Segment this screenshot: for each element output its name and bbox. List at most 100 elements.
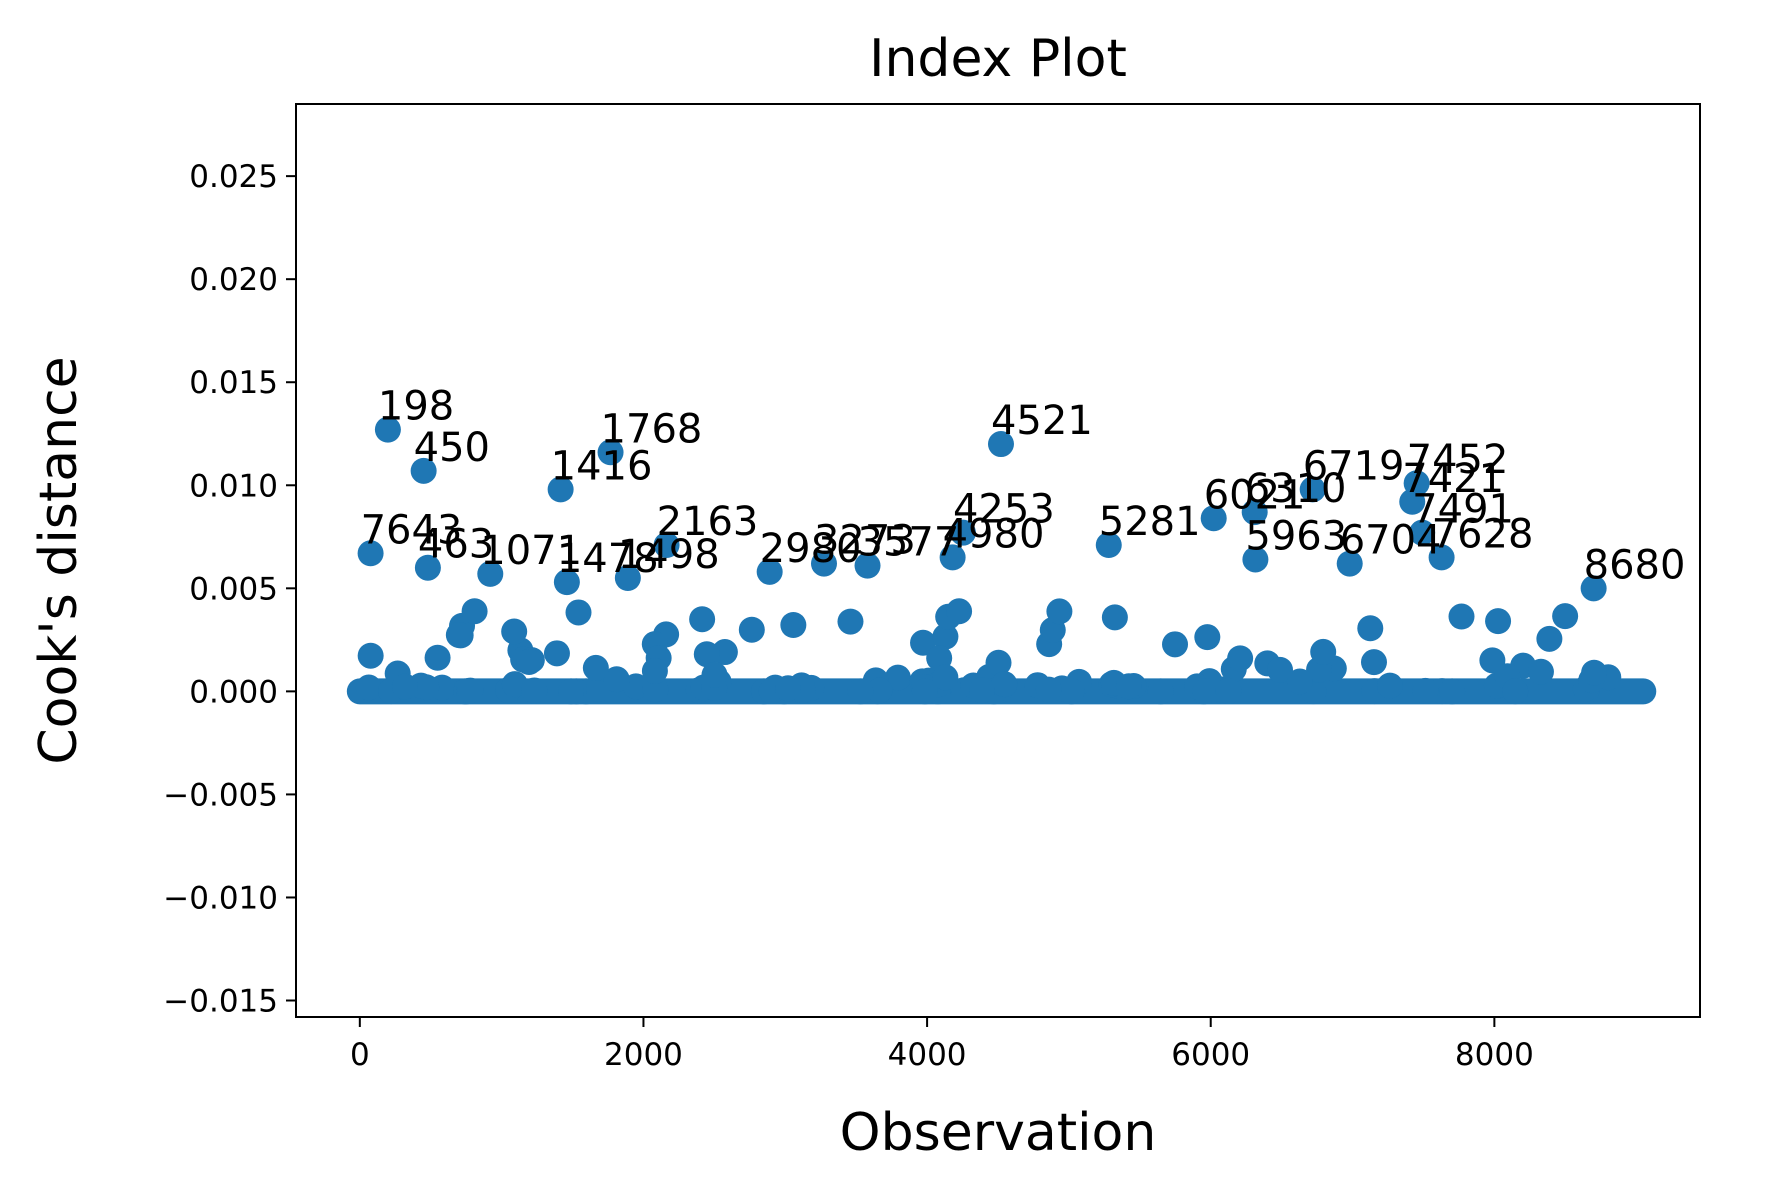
point-label-1498: 1498 <box>618 532 720 578</box>
scatter-point <box>969 677 996 704</box>
scatter-point <box>543 640 570 667</box>
point-label-6310: 6310 <box>1245 466 1347 512</box>
scatter-point <box>1536 625 1563 652</box>
scatter-point <box>445 621 472 648</box>
x-tick-label: 4000 <box>888 1037 967 1073</box>
scatter-point <box>501 671 528 698</box>
scatter-point <box>991 671 1018 698</box>
scatter-point <box>391 673 418 700</box>
scatter-point <box>1502 678 1529 705</box>
point-label-5281: 5281 <box>1099 499 1201 545</box>
scatter-point <box>1227 645 1254 672</box>
scatter-point <box>775 675 802 702</box>
scatter-point <box>501 618 528 645</box>
scatter-point <box>1376 672 1403 699</box>
scatter-point <box>582 654 609 681</box>
scatter-point <box>689 606 716 633</box>
point-label-6021: 6021 <box>1204 472 1306 518</box>
scatter-point <box>516 648 543 675</box>
chart-title: Index Plot <box>869 29 1127 89</box>
point-label-4980: 4980 <box>943 511 1045 557</box>
point-label-7628: 7628 <box>1432 511 1534 557</box>
scatter-point <box>1360 649 1387 676</box>
scatter-point-8680 <box>1580 575 1607 602</box>
scatter-point <box>1101 604 1128 631</box>
scatter-point <box>1192 678 1219 705</box>
scatter-point <box>1412 677 1439 704</box>
scatter-point <box>738 616 765 643</box>
scatter-point <box>1267 656 1294 683</box>
scatter-point <box>932 664 959 691</box>
scatter-point <box>866 677 893 704</box>
scatter-point <box>847 678 874 705</box>
scatter-point <box>1215 677 1242 704</box>
scatter-point <box>1527 658 1554 685</box>
scatter-point-2163 <box>653 532 680 559</box>
scatter-point <box>1162 631 1189 658</box>
scatter-point-1768 <box>597 439 624 466</box>
scatter-point <box>461 598 488 625</box>
point-label-5963: 5963 <box>1245 513 1347 559</box>
scatter-point <box>1194 624 1221 651</box>
point-label-450: 450 <box>414 425 490 471</box>
point-label-4253: 4253 <box>953 487 1055 533</box>
point-label-3273: 3273 <box>814 518 916 564</box>
scatter-point-3577 <box>854 552 881 579</box>
scatter-point <box>932 623 959 650</box>
scatter-point-1478 <box>553 569 580 596</box>
scatter-point <box>837 608 864 635</box>
scatter-point-6704 <box>1336 550 1363 577</box>
scatter-point <box>355 674 382 701</box>
scatter-point <box>1310 638 1337 665</box>
point-label-1478: 1478 <box>557 536 659 582</box>
scatter-point <box>1357 615 1384 642</box>
scatter-point <box>701 661 728 688</box>
scatter-point <box>911 678 938 705</box>
scatter-point-4521 <box>987 431 1014 458</box>
y-tick-label: −0.015 <box>163 984 278 1020</box>
point-label-2163: 2163 <box>657 499 759 545</box>
scatter-point-1071 <box>477 560 504 587</box>
scatter-point-4253 <box>949 519 976 546</box>
y-axis-title: Cook's distance <box>29 356 89 764</box>
y-tick-label: 0.000 <box>189 674 278 710</box>
scatter-point <box>565 599 592 626</box>
x-tick-label: 0 <box>350 1037 370 1073</box>
scatter-point-6021 <box>1200 505 1227 532</box>
y-tick-label: −0.005 <box>163 777 278 813</box>
y-tick-label: 0.025 <box>189 159 278 195</box>
scatter-point <box>985 649 1012 676</box>
scatter-point <box>1286 668 1313 695</box>
x-axis-ticks: 0 2000 4000 6000 8000 <box>350 1017 1534 1073</box>
scatter-point <box>1058 678 1085 705</box>
point-label-7643: 7643 <box>361 507 463 553</box>
scatter-point <box>1035 676 1062 703</box>
scatter-point <box>780 612 807 639</box>
scatter-point <box>1147 678 1174 705</box>
point-label-3577: 3577 <box>858 520 960 566</box>
point-label-6704: 6704 <box>1340 518 1442 564</box>
scatter-point <box>413 674 440 701</box>
y-axis-ticks: −0.015 −0.010 −0.005 0.000 0.005 0.010 0.015 0.… <box>163 159 296 1020</box>
y-tick-label: 0.005 <box>189 571 278 607</box>
scatter-point <box>642 676 669 703</box>
scatter-point <box>424 644 451 671</box>
y-tick-label: −0.010 <box>163 880 278 916</box>
scatter-point-6310 <box>1241 499 1268 526</box>
scatter-point <box>603 666 630 693</box>
scatter-point-1416 <box>547 476 574 503</box>
point-label-463: 463 <box>418 522 494 568</box>
scatter-point-7643 <box>357 540 384 567</box>
scatter-point <box>946 598 973 625</box>
plot-area-frame <box>295 103 1701 1018</box>
point-label-7491: 7491 <box>1412 487 1514 533</box>
scatter-point-5963 <box>1242 546 1269 573</box>
scatter-point-7421 <box>1399 488 1426 515</box>
scatter-point-463 <box>414 554 441 581</box>
y-tick-label: 0.015 <box>189 365 278 401</box>
scatter-point <box>1581 659 1608 686</box>
point-label-2980: 2980 <box>760 526 862 572</box>
